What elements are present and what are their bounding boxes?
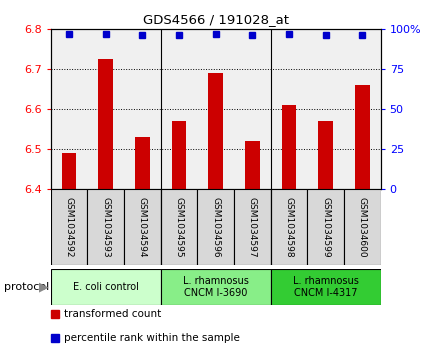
Bar xyxy=(172,121,186,189)
Text: E. coli control: E. coli control xyxy=(73,282,139,292)
Text: ▶: ▶ xyxy=(39,280,49,293)
Bar xyxy=(282,105,296,189)
Bar xyxy=(271,189,307,265)
Text: GSM1034596: GSM1034596 xyxy=(211,196,220,257)
Bar xyxy=(51,269,161,305)
Text: transformed count: transformed count xyxy=(64,309,161,319)
Text: L. rhamnosus
CNCM I-4317: L. rhamnosus CNCM I-4317 xyxy=(293,276,359,298)
Bar xyxy=(161,269,271,305)
Bar xyxy=(245,141,260,189)
Bar xyxy=(318,121,333,189)
Text: GSM1034593: GSM1034593 xyxy=(101,196,110,257)
Bar xyxy=(135,137,150,189)
Bar xyxy=(98,59,113,189)
Text: GSM1034597: GSM1034597 xyxy=(248,196,257,257)
Text: GSM1034592: GSM1034592 xyxy=(64,197,73,257)
Text: GSM1034594: GSM1034594 xyxy=(138,197,147,257)
Text: GSM1034595: GSM1034595 xyxy=(174,196,183,257)
Bar xyxy=(344,189,381,265)
Text: GSM1034599: GSM1034599 xyxy=(321,196,330,257)
Bar xyxy=(51,189,87,265)
Bar xyxy=(124,189,161,265)
Bar xyxy=(161,189,197,265)
Text: L. rhamnosus
CNCM I-3690: L. rhamnosus CNCM I-3690 xyxy=(183,276,249,298)
Bar xyxy=(307,189,344,265)
Bar xyxy=(234,189,271,265)
Text: GSM1034598: GSM1034598 xyxy=(284,196,293,257)
Bar xyxy=(208,73,223,189)
Text: protocol: protocol xyxy=(4,282,50,292)
Bar xyxy=(62,153,76,189)
Text: GSM1034600: GSM1034600 xyxy=(358,196,367,257)
Title: GDS4566 / 191028_at: GDS4566 / 191028_at xyxy=(143,13,289,26)
Text: percentile rank within the sample: percentile rank within the sample xyxy=(64,333,240,343)
Bar xyxy=(87,189,124,265)
Bar xyxy=(197,189,234,265)
Bar xyxy=(271,269,381,305)
Bar xyxy=(355,85,370,189)
